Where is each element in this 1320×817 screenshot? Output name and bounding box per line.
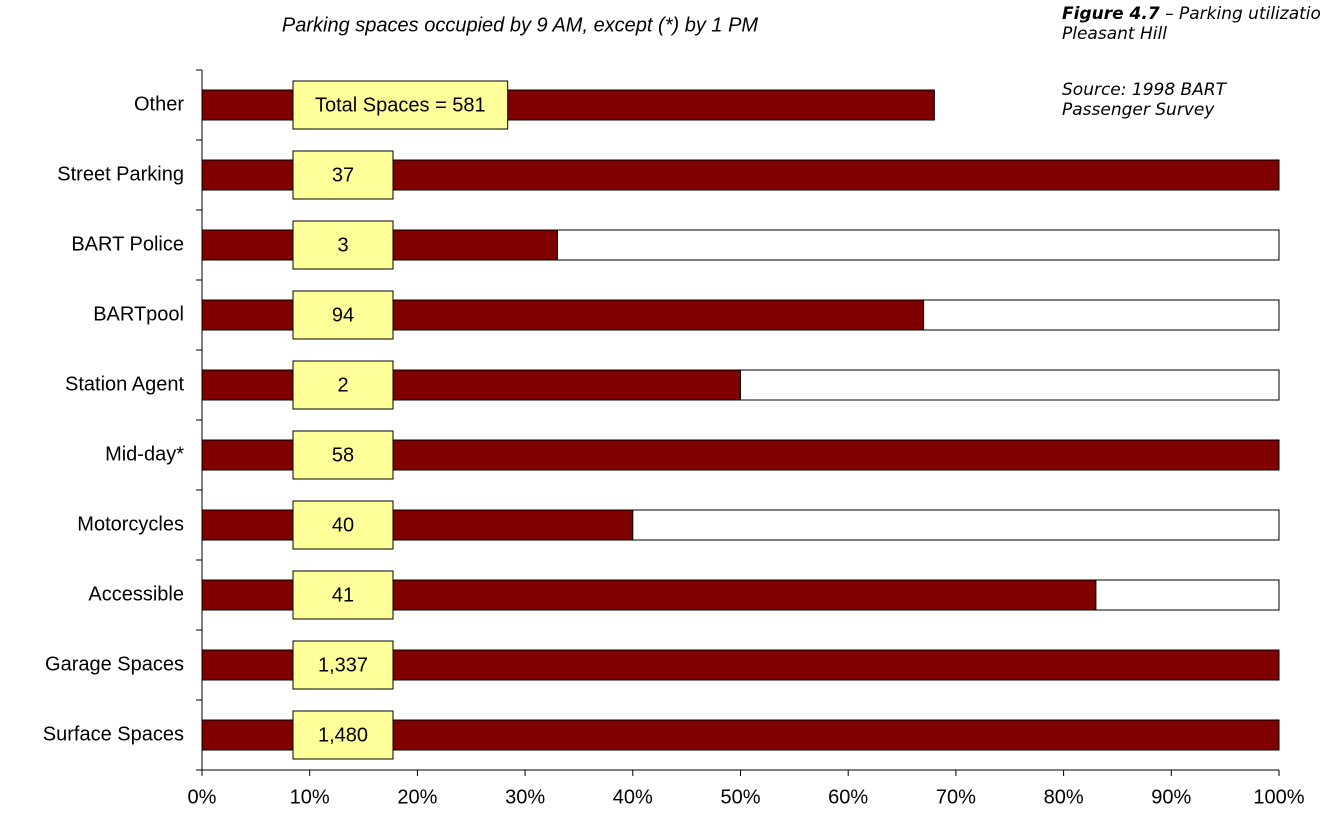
y-tick-label: BART Police [71,233,184,255]
source: Source: 1998 BART Passenger Survey [1062,80,1228,120]
x-tick-label: 10% [290,786,330,808]
space-label-text: 1,337 [318,654,368,676]
space-label-box [292,80,509,130]
y-tick-label: Accessible [88,583,184,605]
x-tick-label: 40% [613,786,653,808]
y-tick-label: Station Agent [65,373,184,395]
x-tick-label: 20% [397,786,437,808]
space-label: 94 [292,290,394,340]
space-label-box [292,150,394,200]
bar-segment [632,509,1280,541]
y-tick-label: Garage Spaces [45,653,184,675]
y-tick-label: Street Parking [57,163,184,185]
space-label-text: Total Spaces = 581 [315,94,486,116]
space-label: 3 [292,220,394,270]
x-tick-label: 100% [1253,786,1304,808]
figure-number: Figure 4.7 [1062,4,1160,24]
space-label: 1,337 [292,640,394,690]
space-label-box [292,290,394,340]
space-label-text: 41 [332,584,354,606]
bar-segment [740,369,1280,401]
space-label-box [292,640,394,690]
x-tick-label: 0% [188,786,217,808]
chart-title: Parking spaces occupied by 9 AM, except … [282,14,758,36]
x-tick-label: 60% [828,786,868,808]
space-label-text: 37 [332,164,354,186]
y-tick-label: BARTpool [93,303,184,325]
bar-segment [201,369,741,401]
x-tick-label: 30% [505,786,545,808]
space-label-box [292,430,394,480]
space-label-text: 58 [332,444,354,466]
space-label-box [292,360,394,410]
space-label: 2 [292,360,394,410]
bar-segment [556,229,1280,261]
figure-caption-text: Pleasant Hill [1062,24,1167,44]
space-label-text: 40 [332,514,354,536]
space-label: 37 [292,150,394,200]
bar-segment [201,509,634,541]
space-label-text: 3 [337,234,348,256]
bar-segment [923,299,1280,331]
space-label: 58 [292,430,394,480]
space-label: 1,480 [292,710,394,760]
y-tick-label: Other [134,93,184,115]
space-label-text: 1,480 [318,724,368,746]
space-label: Total Spaces = 581 [292,80,509,130]
x-tick-label: 70% [936,786,976,808]
space-label-box [292,500,394,550]
figure-caption: Figure 4.7 – Parking utilization atPleas… [1062,4,1320,44]
space-label-box [292,710,394,760]
x-tick-label: 90% [1151,786,1191,808]
y-tick-label: Motorcycles [77,513,184,535]
x-tick-label: 80% [1044,786,1084,808]
space-label-text: 94 [332,304,354,326]
space-label-text: 2 [337,374,348,396]
space-label: 41 [292,570,394,620]
y-tick-label: Surface Spaces [43,723,184,745]
space-label: 40 [292,500,394,550]
space-label-box [292,570,394,620]
figure-caption-text: – Parking utilization at [1160,4,1320,24]
x-tick-label: 50% [720,786,760,808]
y-tick-label: Mid-day* [105,443,184,465]
space-label-box [292,220,394,270]
bar-segment [1095,579,1280,611]
